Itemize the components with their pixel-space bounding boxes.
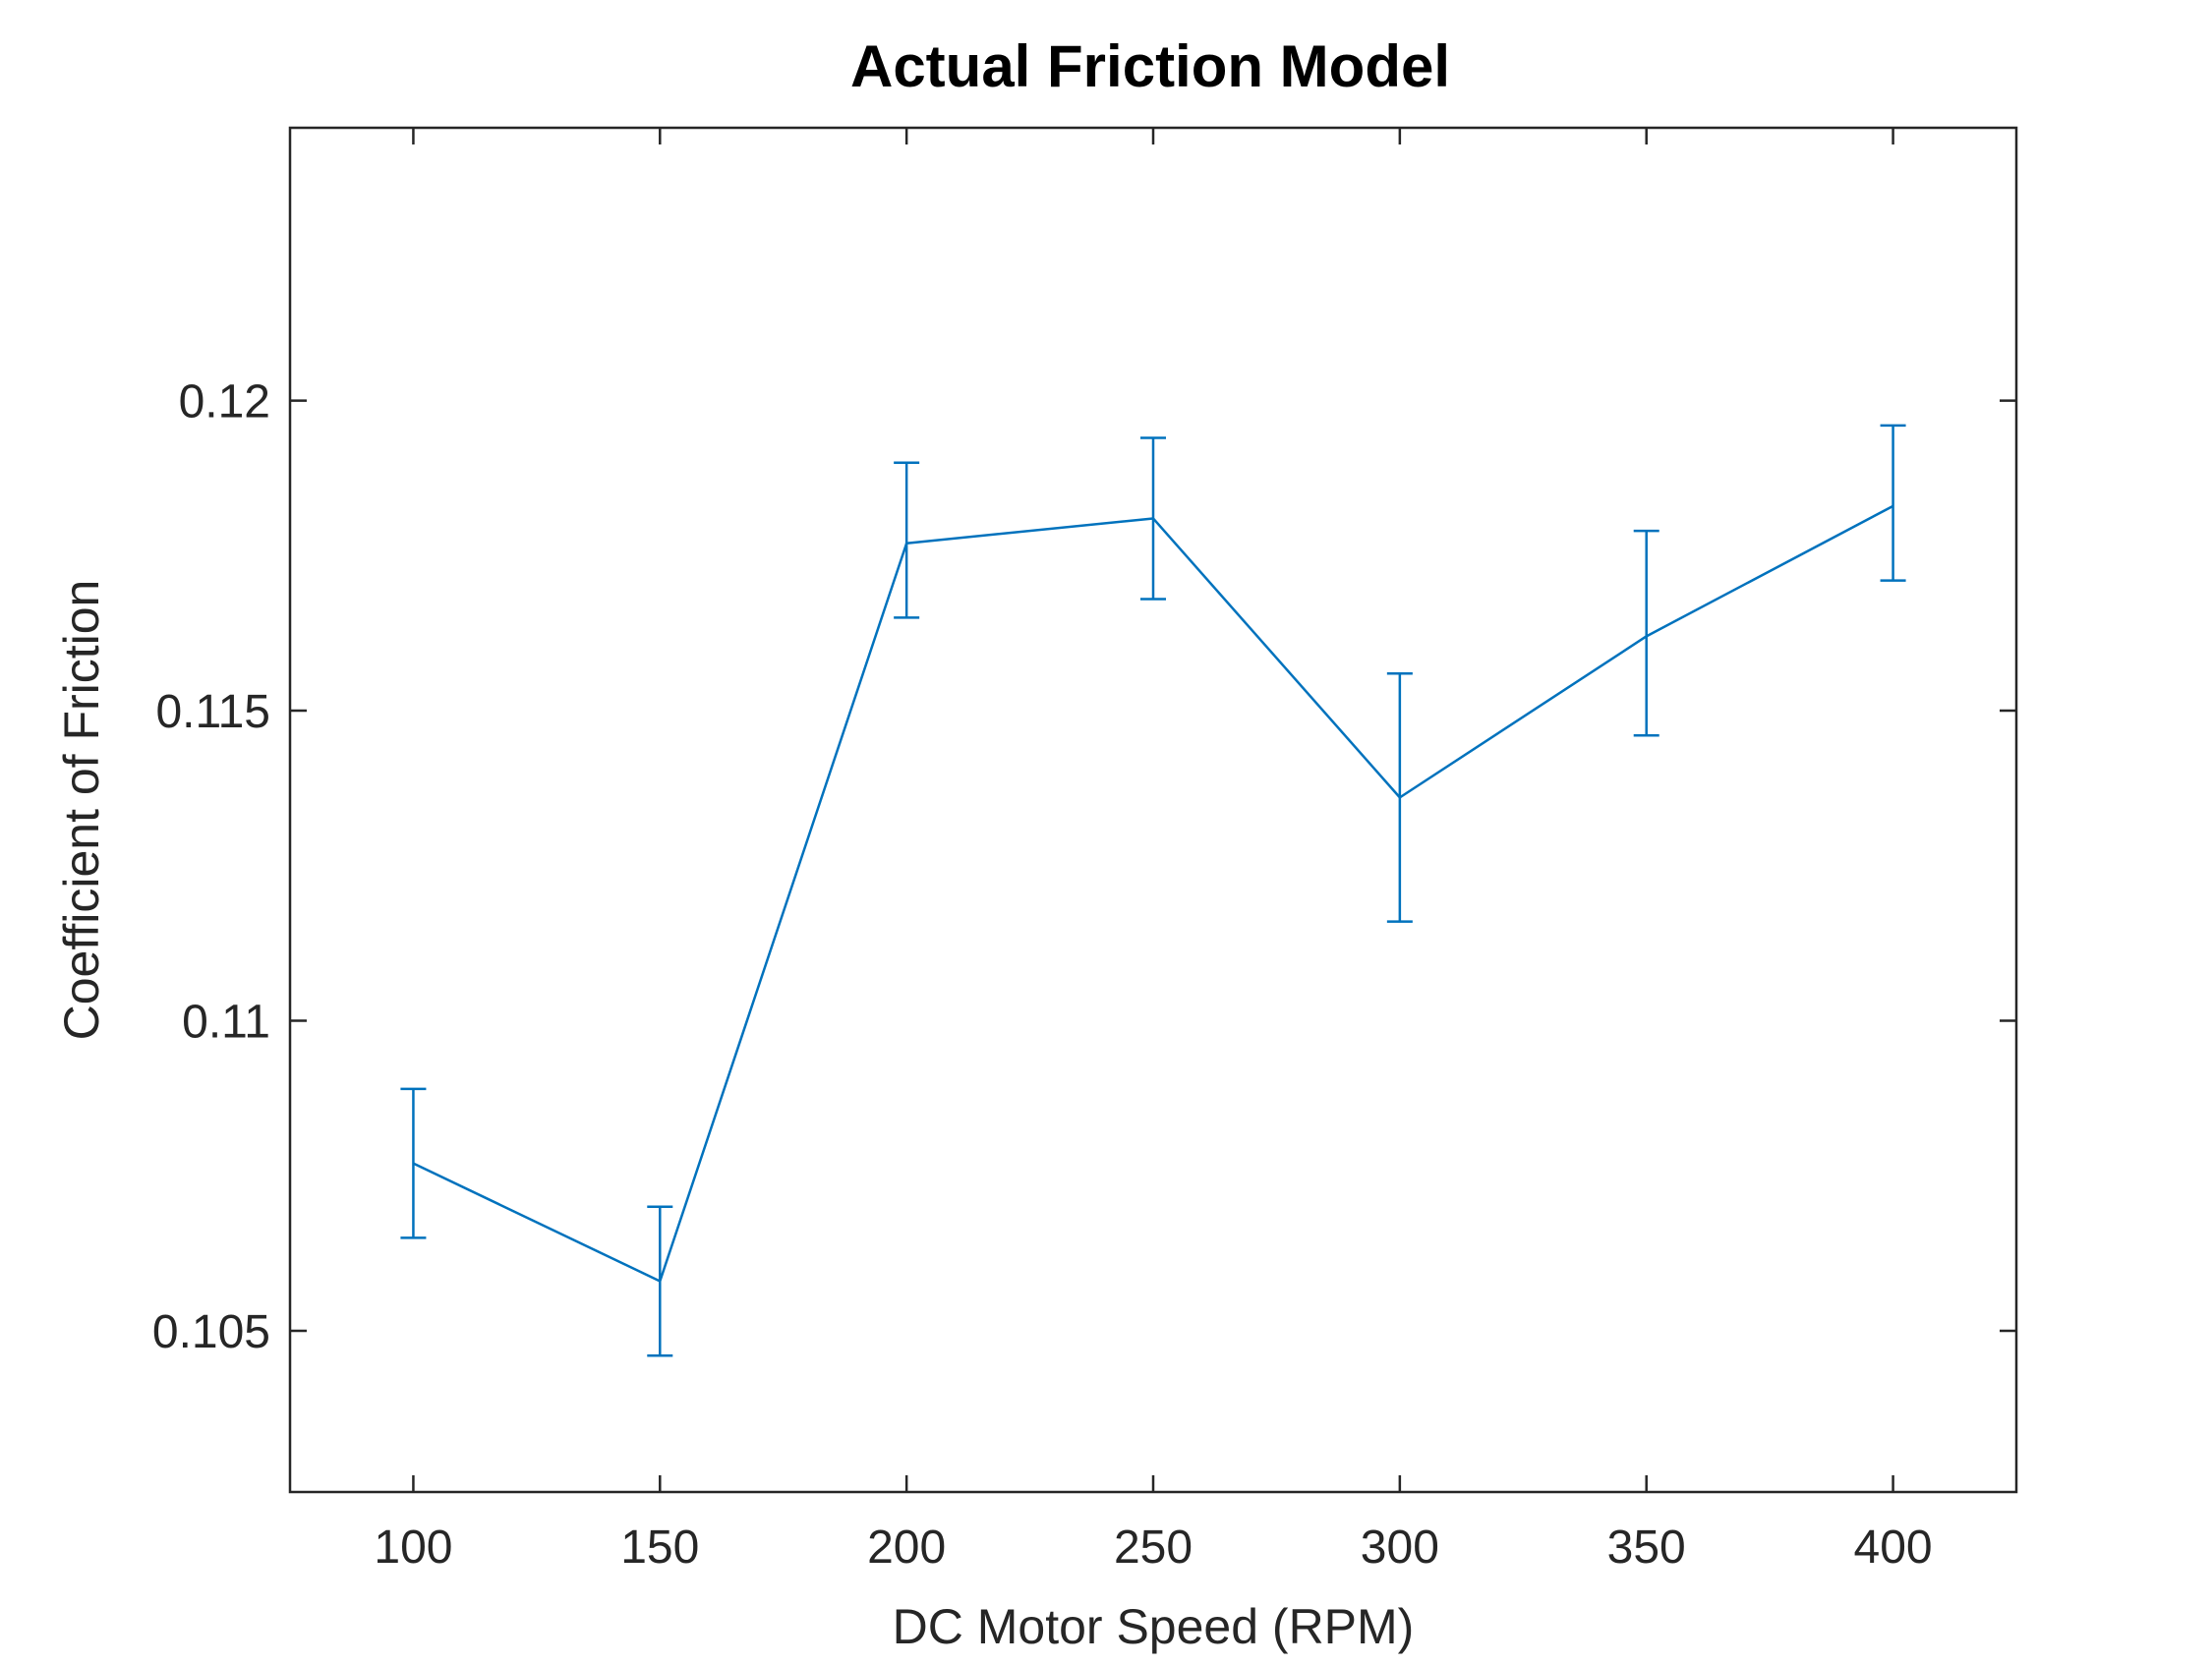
x-axis-ticks: 100 150 200 250 300 350 400 bbox=[374, 128, 1933, 1574]
y-axis-ticks: 0.105 0.11 0.115 0.12 bbox=[152, 376, 2016, 1358]
y-tick-label: 0.11 bbox=[182, 997, 270, 1049]
x-axis-label: DC Motor Speed (RPM) bbox=[893, 1599, 1415, 1654]
x-tick-label: 350 bbox=[1607, 1521, 1686, 1574]
y-tick-label: 0.12 bbox=[179, 376, 270, 429]
y-tick-label: 0.115 bbox=[155, 686, 270, 738]
x-tick-label: 250 bbox=[1114, 1521, 1193, 1574]
y-tick-label: 0.105 bbox=[152, 1306, 270, 1358]
chart-title: Actual Friction Model bbox=[850, 33, 1450, 99]
x-tick-label: 300 bbox=[1361, 1521, 1439, 1574]
x-tick-label: 200 bbox=[867, 1521, 946, 1574]
y-axis-label: Coefficient of Friction bbox=[54, 580, 109, 1041]
x-tick-label: 100 bbox=[374, 1521, 452, 1574]
plot-area bbox=[288, 126, 2018, 1494]
data-series bbox=[400, 424, 1906, 1357]
x-tick-label: 150 bbox=[620, 1521, 699, 1574]
x-tick-label: 400 bbox=[1854, 1521, 1933, 1574]
